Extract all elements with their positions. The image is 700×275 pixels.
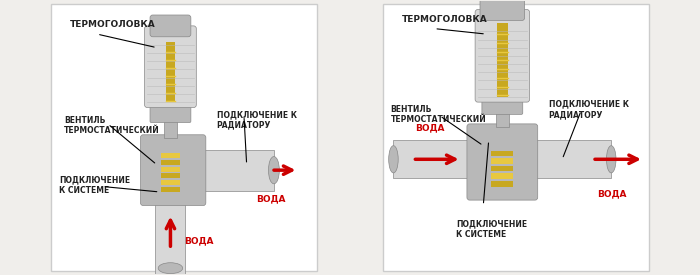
FancyBboxPatch shape [150,15,191,37]
Ellipse shape [158,263,183,274]
FancyBboxPatch shape [383,4,650,271]
FancyBboxPatch shape [491,151,513,156]
FancyBboxPatch shape [496,108,509,126]
FancyBboxPatch shape [161,174,180,178]
FancyBboxPatch shape [165,42,175,102]
Ellipse shape [389,146,398,173]
Text: ВЕНТИЛЬ
ТЕРМОСТАТИЧЕСКИЙ: ВЕНТИЛЬ ТЕРМОСТАТИЧЕСКИЙ [64,116,160,135]
FancyBboxPatch shape [164,116,177,138]
FancyBboxPatch shape [161,167,180,172]
Ellipse shape [606,146,616,173]
FancyBboxPatch shape [161,187,180,192]
Text: ВОДА: ВОДА [598,189,627,198]
Text: ПОДКЛЮЧЕНИЕ
К СИСТЕМЕ: ПОДКЛЮЧЕНИЕ К СИСТЕМЕ [456,219,527,239]
FancyBboxPatch shape [161,160,180,165]
Text: ВОДА: ВОДА [256,195,286,204]
Text: ВОДА: ВОДА [415,123,444,132]
Text: ПОДКЛЮЧЕНИЕ К
РАДИАТОРУ: ПОДКЛЮЧЕНИЕ К РАДИАТОРУ [549,99,629,119]
Text: ТЕРМОГОЛОВКА: ТЕРМОГОЛОВКА [402,15,487,24]
FancyBboxPatch shape [480,0,525,20]
FancyBboxPatch shape [491,158,513,164]
Text: ТЕРМОГОЛОВКА: ТЕРМОГОЛОВКА [70,20,155,29]
FancyBboxPatch shape [491,181,513,186]
FancyBboxPatch shape [482,98,523,114]
FancyBboxPatch shape [141,135,206,205]
FancyBboxPatch shape [145,26,196,108]
FancyBboxPatch shape [467,124,538,200]
Text: ПОДКЛЮЧЕНИЕ К
РАДИАТОРУ: ПОДКЛЮЧЕНИЕ К РАДИАТОРУ [217,110,297,130]
FancyBboxPatch shape [491,174,513,179]
FancyBboxPatch shape [150,103,191,123]
FancyBboxPatch shape [393,140,611,178]
FancyBboxPatch shape [497,23,508,97]
FancyBboxPatch shape [161,153,180,158]
FancyBboxPatch shape [161,180,180,185]
Text: ВЕНТИЛЬ
ТЕРМОСТАТИЧЕСКИЙ: ВЕНТИЛЬ ТЕРМОСТАТИЧЕСКИЙ [391,105,486,124]
Text: ПОДКЛЮЧЕНИЕ
К СИСТЕМЕ: ПОДКЛЮЧЕНИЕ К СИСТЕМЕ [59,176,130,195]
Ellipse shape [268,156,279,184]
FancyBboxPatch shape [170,150,274,191]
FancyBboxPatch shape [155,181,186,274]
FancyBboxPatch shape [475,10,530,102]
Text: ВОДА: ВОДА [184,236,213,246]
FancyBboxPatch shape [50,4,317,271]
FancyBboxPatch shape [491,166,513,171]
